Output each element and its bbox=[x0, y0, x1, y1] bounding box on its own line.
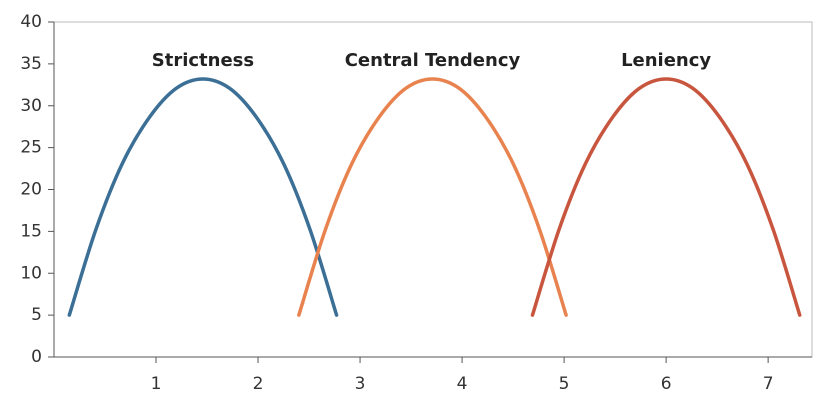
y-tick-label: 15 bbox=[20, 221, 42, 241]
y-tick-label: 5 bbox=[31, 305, 42, 325]
series-line bbox=[530, 77, 802, 317]
x-tick-label: 2 bbox=[253, 374, 264, 394]
x-tick-label: 6 bbox=[661, 374, 672, 394]
y-tick-label: 0 bbox=[31, 347, 42, 367]
x-tick-label: 3 bbox=[355, 374, 366, 394]
series-label: Leniency bbox=[621, 50, 711, 71]
plot-frame bbox=[53, 21, 813, 358]
x-tick-label: 7 bbox=[763, 374, 774, 394]
y-tick-label: 25 bbox=[20, 138, 42, 158]
series-label: Strictness bbox=[152, 50, 254, 71]
series-label: Central Tendency bbox=[345, 50, 521, 71]
series-line bbox=[297, 77, 568, 317]
series-line bbox=[67, 77, 339, 317]
y-tick-label: 40 bbox=[20, 12, 42, 32]
y-tick-label: 10 bbox=[20, 263, 42, 283]
y-tick-label: 30 bbox=[20, 96, 42, 116]
x-tick-label: 5 bbox=[559, 374, 570, 394]
x-tick-label: 1 bbox=[151, 374, 162, 394]
y-tick-label: 20 bbox=[20, 180, 42, 200]
x-tick-label: 4 bbox=[457, 374, 468, 394]
y-tick-label: 35 bbox=[20, 54, 42, 74]
